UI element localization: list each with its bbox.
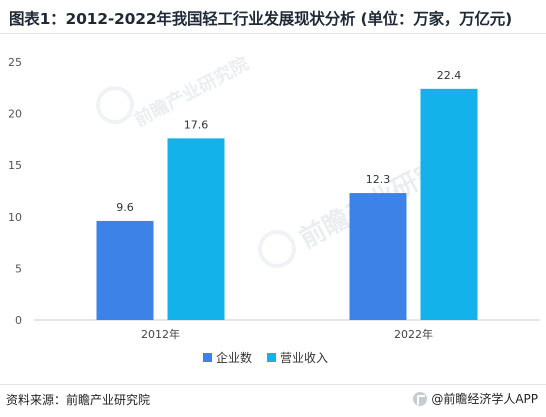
chart-title: 图表1：2012-2022年我国轻工行业发展现状分析 (单位：万家，万亿元) — [9, 10, 512, 28]
brand-credit: @前瞻经济学人APP — [413, 390, 538, 407]
data-label: 9.6 — [116, 201, 134, 214]
y-tick-label: 20 — [8, 108, 22, 121]
x-tick-label: 2012年 — [141, 327, 180, 341]
title-divider — [0, 33, 546, 34]
bar — [420, 88, 478, 320]
bar — [349, 193, 407, 320]
brand-text: @前瞻经济学人APP — [431, 392, 538, 406]
legend-swatch — [203, 353, 212, 362]
y-tick-label: 5 — [15, 262, 22, 275]
data-label: 17.6 — [184, 118, 209, 131]
title-bar: 图表1：2012-2022年我国轻工行业发展现状分析 (单位：万家，万亿元) — [0, 0, 546, 34]
legend-label: 企业数 — [216, 350, 252, 365]
brand-logo-icon — [413, 391, 428, 406]
legend-swatch — [267, 353, 276, 362]
data-label: 12.3 — [366, 173, 391, 186]
chart-legend: 企业数 营业收入 — [203, 350, 328, 365]
y-tick-label: 0 — [15, 314, 22, 327]
x-tick-label: 2022年 — [394, 327, 433, 341]
chart-data-labels: 9.6 17.6 12.3 22.4 — [116, 69, 461, 214]
data-label: 22.4 — [437, 69, 462, 82]
bar — [96, 220, 154, 320]
y-tick-label: 10 — [8, 211, 22, 224]
legend-label: 营业收入 — [280, 351, 328, 365]
chart-bars — [96, 88, 478, 320]
y-tick-label: 15 — [8, 159, 22, 172]
bar-chart: 0 5 10 15 20 25 2012年 2022年 9.6 17.6 12.3 22.4 企业数… — [8, 56, 540, 365]
y-tick-label: 25 — [8, 56, 22, 69]
bar — [167, 138, 225, 320]
footer-divider — [0, 384, 546, 385]
source-note: 资料来源：前瞻产业研究院 — [6, 393, 151, 407]
